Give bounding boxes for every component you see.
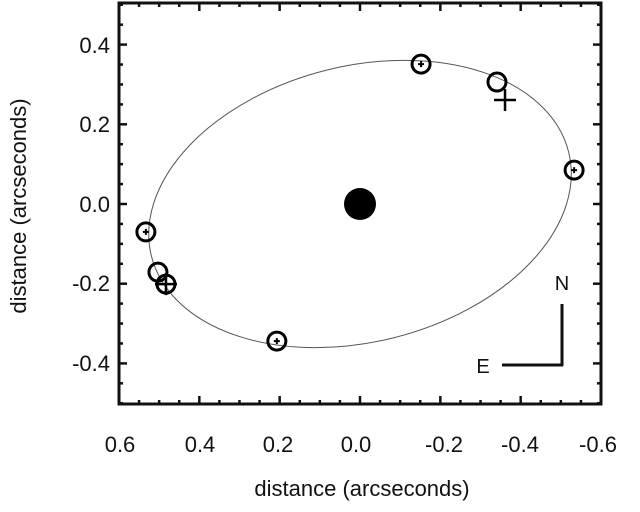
predicted-position-marker: [571, 167, 578, 174]
predicted-position-marker: [142, 228, 149, 235]
x-tick-label: -0.6: [579, 432, 617, 457]
x-tick-label: 0.6: [105, 432, 136, 457]
predicted-position-marker: [494, 88, 517, 111]
predicted-position-marker: [418, 61, 425, 68]
compass-east-label: E: [476, 356, 489, 378]
observed-position-marker: [563, 159, 585, 181]
compass-north-label: N: [555, 273, 569, 295]
x-tick-labels: 0.6 0.4 0.2 0.0 -0.2 -0.4 -0.6: [105, 432, 617, 457]
orbit-ellipse: [148, 59, 572, 349]
central-star-marker: [344, 188, 376, 220]
observed-position-marker: [266, 330, 288, 352]
x-tick-label: 0.2: [263, 432, 294, 457]
x-tick-label: -0.2: [425, 432, 463, 457]
x-tick-label: 0.0: [341, 432, 372, 457]
y-tick-label: 0.2: [79, 112, 110, 137]
observed-position-marker: [486, 71, 508, 93]
data-markers: [135, 53, 585, 352]
x-tick-label: -0.4: [501, 432, 539, 457]
observed-position-marker: [410, 53, 432, 75]
y-tick-labels: 0.4 0.2 0.0 -0.2 -0.4: [72, 33, 110, 376]
y-axis-title: distance (arcseconds): [6, 98, 31, 313]
y-tick-label: 0.4: [79, 33, 110, 58]
predicted-position-marker: [154, 273, 177, 296]
axis-ticks: [117, 3, 603, 405]
compass: N E: [476, 273, 569, 378]
y-tick-label: -0.2: [72, 271, 110, 296]
observed-position-marker: [135, 221, 157, 243]
x-tick-label: 0.4: [185, 432, 216, 457]
y-tick-label: 0.0: [79, 192, 110, 217]
predicted-position-marker: [273, 338, 280, 345]
x-axis-title: distance (arcseconds): [254, 476, 469, 501]
y-tick-label: -0.4: [72, 351, 110, 376]
